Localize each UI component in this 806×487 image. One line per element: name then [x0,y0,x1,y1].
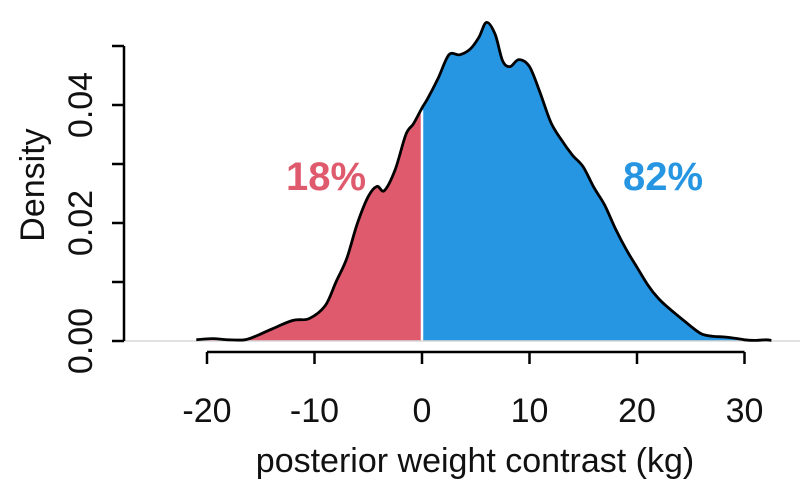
negative-region-fill [196,107,422,342]
x-axis: -20 -10 0 10 20 30 [182,350,764,430]
x-axis-title: posterior weight contrast (kg) [256,442,694,480]
y-axis: 0.00 0.02 0.04 [62,44,126,374]
x-tick-label: 20 [618,392,656,430]
positive-percent-label: 82% [623,155,703,199]
x-tick-label: 0 [413,392,432,430]
positive-region-fill [422,22,772,342]
negative-percent-label: 18% [286,155,366,199]
y-tick-label: 0.04 [62,72,100,138]
x-tick-label: -20 [182,392,231,430]
y-tick-label: 0.00 [62,308,100,374]
x-tick-label: 30 [726,392,764,430]
x-tick-label: -10 [290,392,339,430]
y-axis-title: Density [14,128,52,241]
y-tick-label: 0.02 [62,190,100,256]
x-tick-label: 10 [511,392,549,430]
density-curve [196,21,772,342]
